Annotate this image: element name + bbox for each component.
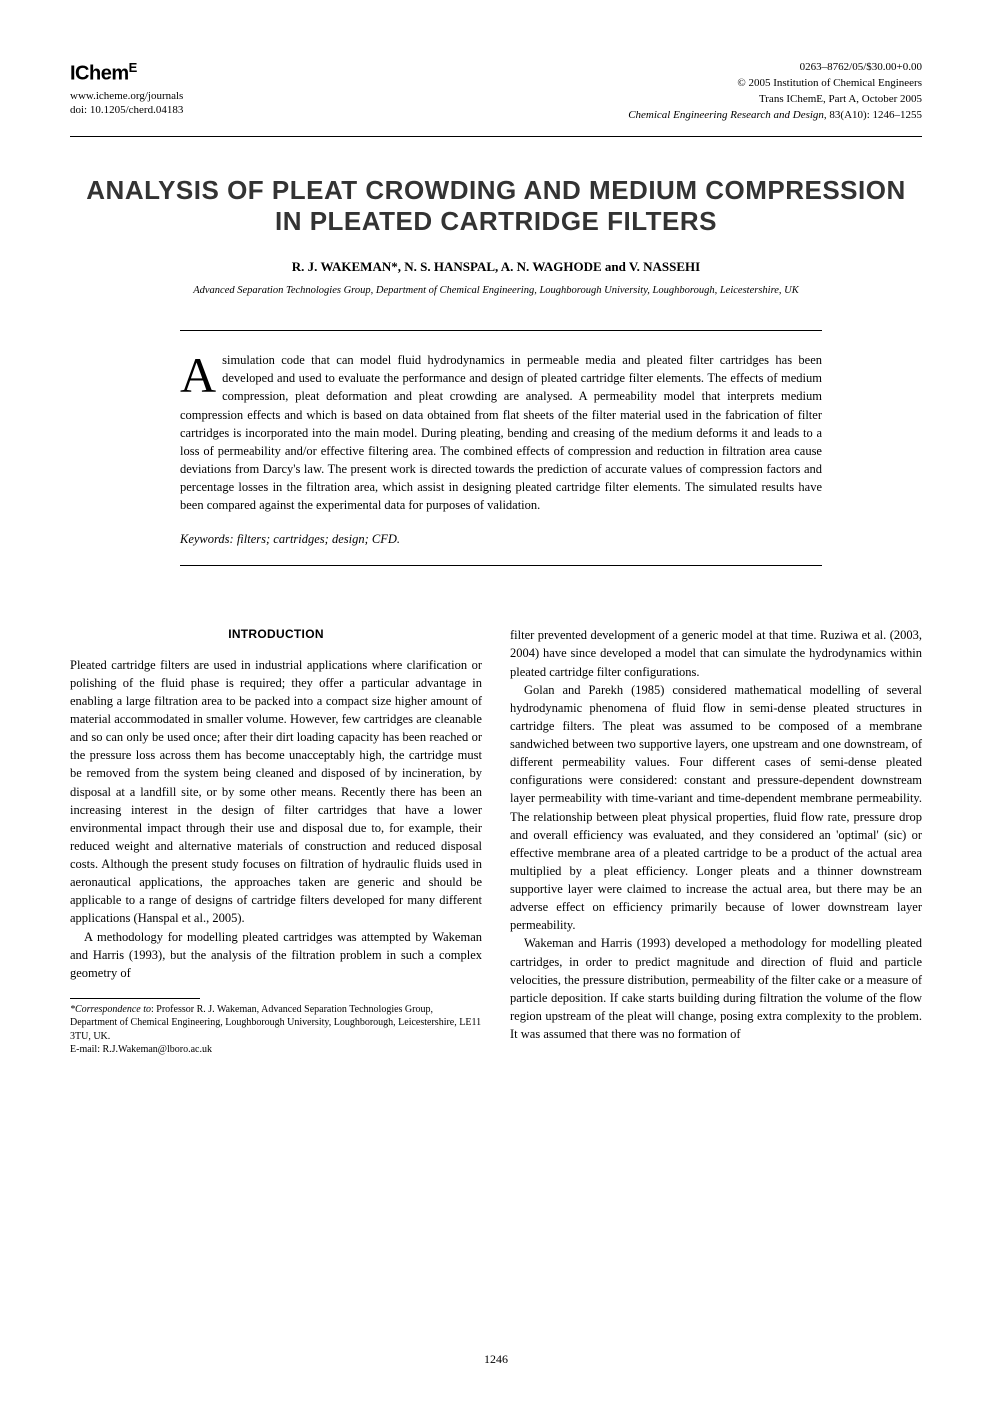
footnote-label: *Correspondence to xyxy=(70,1004,151,1015)
journal-url: www.icheme.org/journals xyxy=(70,90,183,102)
left-column: INTRODUCTION Pleated cartridge filters a… xyxy=(70,626,482,1057)
abstract-dropcap: A xyxy=(180,351,222,397)
publisher-block: IChemE www.icheme.org/journals doi: 10.1… xyxy=(70,60,183,116)
page-header: IChemE www.icheme.org/journals doi: 10.1… xyxy=(70,60,922,124)
logo-superscript: E xyxy=(129,60,137,75)
journal-name: Chemical Engineering Research and Design xyxy=(628,109,824,121)
intro-paragraph-1: Pleated cartridge filters are used in in… xyxy=(70,656,482,928)
copyright-line: © 2005 Institution of Chemical Engineers xyxy=(628,76,922,92)
intro-paragraph-4: Golan and Parekh (1985) considered mathe… xyxy=(510,681,922,935)
journal-issue: Trans IChemE, Part A, October 2005 xyxy=(628,92,922,108)
author-affiliation: Advanced Separation Technologies Group, … xyxy=(70,285,922,296)
keywords-line: Keywords: filters; cartridges; design; C… xyxy=(180,532,822,547)
author-list: R. J. WAKEMAN*, N. S. HANSPAL, A. N. WAG… xyxy=(70,259,922,275)
issn-price: 0263–8762/05/$30.00+0.00 xyxy=(628,60,922,76)
page-number: 1246 xyxy=(0,1352,992,1367)
abstract-body: simulation code that can model fluid hyd… xyxy=(180,353,822,512)
intro-paragraph-5: Wakeman and Harris (1993) developed a me… xyxy=(510,934,922,1043)
intro-paragraph-3: filter prevented development of a generi… xyxy=(510,626,922,680)
abstract-bottom-rule xyxy=(180,565,822,566)
introduction-heading: INTRODUCTION xyxy=(70,626,482,643)
journal-citation: Chemical Engineering Research and Design… xyxy=(628,108,922,124)
logo-text: IChem xyxy=(70,63,129,85)
doi-text: doi: 10.1205/cherd.04183 xyxy=(70,104,183,116)
journal-vol-pages: , 83(A10): 1246–1255 xyxy=(824,109,922,121)
publication-info: 0263–8762/05/$30.00+0.00 © 2005 Institut… xyxy=(628,60,922,124)
article-title: ANALYSIS OF PLEAT CROWDING AND MEDIUM CO… xyxy=(70,175,922,237)
correspondence-footnote: *Correspondence to: Professor R. J. Wake… xyxy=(70,1003,482,1057)
abstract-text: Asimulation code that can model fluid hy… xyxy=(180,351,822,514)
publisher-logo: IChemE xyxy=(70,60,183,86)
intro-paragraph-2: A methodology for modelling pleated cart… xyxy=(70,928,482,982)
right-column: filter prevented development of a generi… xyxy=(510,626,922,1057)
footnote-rule xyxy=(70,998,200,999)
abstract-block: Asimulation code that can model fluid hy… xyxy=(180,330,822,547)
body-columns: INTRODUCTION Pleated cartridge filters a… xyxy=(70,626,922,1057)
header-divider xyxy=(70,136,922,137)
footnote-email: E-mail: R.J.Wakeman@lboro.ac.uk xyxy=(70,1044,212,1055)
